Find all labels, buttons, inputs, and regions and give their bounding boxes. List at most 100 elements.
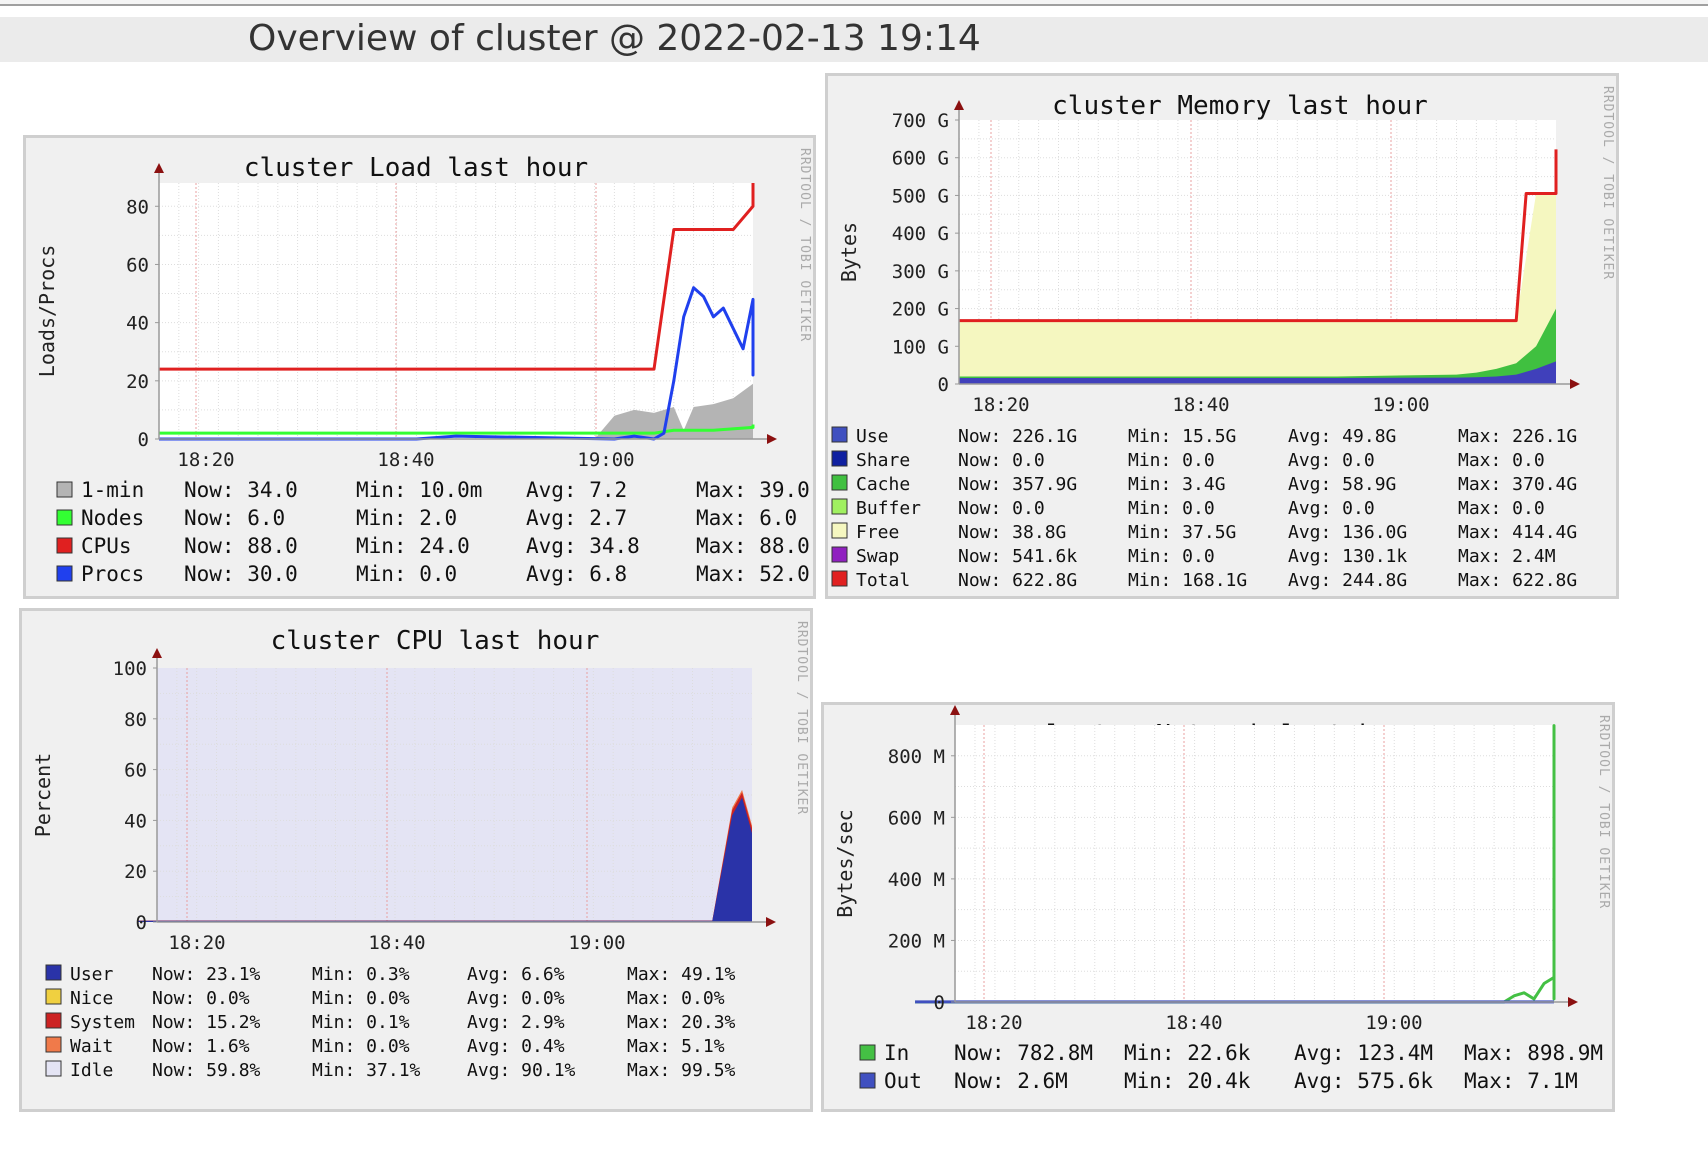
y-tick-label: 20: [126, 371, 149, 393]
legend-avg: Avg: 136.0G: [1288, 522, 1407, 543]
legend-now: Now: 88.0: [184, 534, 298, 558]
x-axis-arrow: [766, 917, 776, 927]
y-tick-label: 600 G: [892, 148, 949, 170]
y-tick-label: 300 G: [892, 261, 949, 283]
y-axis-label: Percent: [31, 753, 55, 837]
y-tick-label: 0: [138, 429, 149, 451]
series-cpus: [159, 183, 755, 371]
watermark: RRDTOOL / TOBI OETIKER: [797, 148, 812, 342]
legend-max: Max: 5.1%: [627, 1036, 725, 1057]
legend-now: Now: 622.8G: [958, 570, 1077, 591]
legend-max: Max: 88.0: [696, 534, 810, 558]
y-tick-label: 600 M: [888, 807, 945, 829]
legend-name: Use: [856, 426, 889, 447]
x-tick-label: 18:40: [1165, 1012, 1222, 1034]
legend-now: Now: 226.1G: [958, 426, 1077, 447]
cpu-svg: cluster CPU last hour RRDTOOL / TOBI OETI…: [31, 621, 809, 1081]
x-tick-label: 18:20: [168, 932, 225, 954]
legend-avg: Avg: 34.8: [526, 534, 640, 558]
memory-graph[interactable]: cluster Memory last hour RRDTOOL / TOBI O…: [825, 73, 1619, 599]
x-tick-label: 19:00: [1372, 394, 1429, 416]
y-axis-label: Bytes/sec: [833, 809, 857, 917]
legend-min: Min: 0.3%: [312, 964, 410, 985]
x-tick-label: 18:40: [377, 449, 434, 471]
legend-avg: Avg: 575.6k: [1294, 1069, 1433, 1093]
legend-avg: Avg: 130.1k: [1288, 546, 1407, 567]
y-tick-label: 20: [124, 861, 147, 883]
y-tick-label: 80: [124, 709, 147, 731]
legend-swatch: [45, 988, 62, 1005]
x-tick-label: 18:40: [368, 932, 425, 954]
chart-title: cluster Memory last hour: [1052, 91, 1428, 121]
legend-name: Swap: [856, 546, 899, 567]
legend-swatch: [56, 565, 73, 582]
legend-min: Min: 0.0: [1128, 450, 1215, 471]
legend-now: Now: 6.0: [184, 506, 285, 530]
series-procs: [159, 286, 755, 441]
watermark: RRDTOOL / TOBI OETIKER: [1596, 715, 1611, 909]
legend-min: Min: 0.0: [1128, 546, 1215, 567]
legend-min: Min: 168.1G: [1128, 570, 1247, 591]
load-graph[interactable]: cluster Load last hour RRDTOOL / TOBI OET…: [23, 135, 816, 599]
legend-swatch: [56, 481, 73, 498]
cpu-graph[interactable]: cluster CPU last hour RRDTOOL / TOBI OETI…: [19, 608, 813, 1112]
plot-area: [159, 183, 753, 439]
legend-name: System: [70, 1012, 135, 1033]
legend-max: Max: 370.4G: [1458, 474, 1577, 495]
legend-name: In: [884, 1041, 909, 1065]
y-tick-label: 400 M: [888, 869, 945, 891]
legend-name: Nice: [70, 988, 113, 1009]
y-tick-label: 40: [126, 313, 149, 335]
y-tick-label: 80: [126, 196, 149, 218]
legend-now: Now: 34.0: [184, 478, 298, 502]
legend-name: Idle: [70, 1060, 113, 1081]
watermark: RRDTOOL / TOBI OETIKER: [1600, 86, 1615, 280]
legend-name: CPUs: [81, 534, 132, 558]
x-tick-label: 19:00: [1365, 1012, 1422, 1034]
legend-avg: Avg: 58.9G: [1288, 474, 1396, 495]
legend-max: Max: 39.0: [696, 478, 810, 502]
x-tick-label: 19:00: [577, 449, 634, 471]
legend-name: Buffer: [856, 498, 921, 519]
y-axis-label: Loads/Procs: [35, 245, 59, 377]
legend-name: 1-min: [81, 478, 144, 502]
legend-max: Max: 7.1M: [1464, 1069, 1578, 1093]
legend-min: Min: 37.1%: [312, 1060, 421, 1081]
legend-swatch: [45, 1012, 62, 1029]
y-tick-label: 100: [113, 658, 147, 680]
y-tick-label: 0: [136, 912, 147, 934]
x-axis-arrow: [1568, 997, 1578, 1007]
y-tick-label: 0: [934, 992, 945, 1014]
legend-swatch: [831, 450, 848, 467]
legend-avg: Avg: 0.0: [1288, 450, 1375, 471]
legend-min: Min: 3.4G: [1128, 474, 1226, 495]
legend-now: Now: 0.0: [958, 450, 1045, 471]
legend-name: User: [70, 964, 114, 985]
y-axis-arrow: [154, 163, 164, 173]
legend-avg: Avg: 7.2: [526, 478, 627, 502]
y-axis-arrow: [954, 100, 964, 110]
y-tick-label: 700 G: [892, 110, 949, 132]
legend-avg: Avg: 49.8G: [1288, 426, 1396, 447]
legend-avg: Avg: 6.6%: [467, 964, 565, 985]
top-rule: [0, 0, 1708, 6]
legend-swatch: [45, 964, 62, 981]
legend-min: Min: 20.4k: [1124, 1069, 1251, 1093]
chart-title: cluster CPU last hour: [271, 626, 600, 656]
y-tick-label: 100 G: [892, 336, 949, 358]
legend-name: Procs: [81, 562, 144, 586]
legend-name: Cache: [856, 474, 910, 495]
legend-max: Max: 6.0: [696, 506, 797, 530]
legend-swatch: [45, 1060, 62, 1077]
legend-now: Now: 782.8M: [954, 1041, 1093, 1065]
legend-swatch: [56, 537, 73, 554]
legend-now: Now: 2.6M: [954, 1069, 1068, 1093]
legend-min: Min: 0.1%: [312, 1012, 410, 1033]
legend-name: Free: [856, 522, 899, 543]
legend-max: Max: 2.4M: [1458, 546, 1556, 567]
legend-max: Max: 52.0: [696, 562, 810, 586]
page-title: Overview of cluster @ 2022-02-13 19:14: [248, 18, 981, 59]
y-tick-label: 200 G: [892, 299, 949, 321]
y-axis-arrow: [950, 705, 960, 715]
